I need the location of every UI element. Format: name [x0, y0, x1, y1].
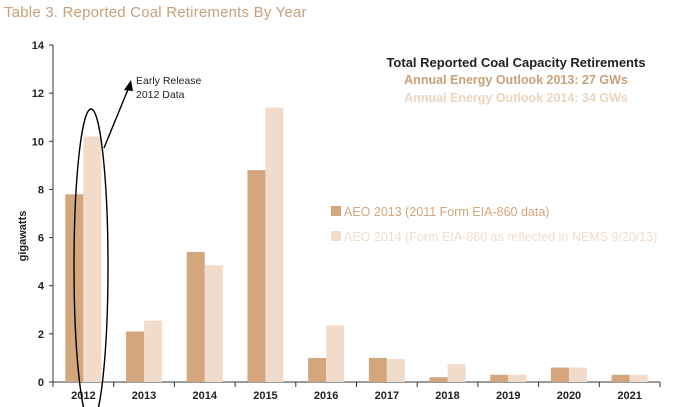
bars — [65, 107, 648, 382]
page-title: Table 3. Reported Coal Retirements By Ye… — [4, 4, 307, 21]
x-tick-label: 2017 — [375, 390, 399, 402]
bar-aeo2013-2020 — [550, 367, 569, 382]
bar-aeo2013-2021 — [611, 374, 630, 382]
x-tick-label: 2014 — [193, 390, 218, 402]
bar-aeo2013-2018 — [429, 377, 448, 382]
x-tick-label: 2015 — [253, 390, 277, 402]
annotation-arrowhead — [124, 80, 133, 91]
x-tick-label: 2018 — [435, 390, 459, 402]
annotation-arrow — [103, 86, 130, 149]
bar-aeo2014-2019 — [508, 374, 527, 382]
highlight-ellipse — [73, 108, 109, 407]
annotation-line-2: 2012 Data — [136, 89, 185, 101]
x-axis: 2012 2013 2014 2015 2016 2017 2018 2019 2020 2021 — [52, 381, 661, 402]
y-axis-label: gigawatts — [17, 211, 29, 262]
y-tick-label: 6 — [38, 233, 44, 245]
legend-label-aeo2014: AEO 2014 (Form EIA-860 as reflected in N… — [344, 230, 657, 244]
x-tick-label: 2019 — [496, 390, 520, 402]
legend-swatch-aeo2014 — [331, 231, 341, 241]
bar-aeo2014-2017 — [386, 359, 405, 382]
bar-aeo2013-2016 — [308, 357, 327, 382]
bar-aeo2014-2013 — [144, 320, 163, 382]
bar-aeo2014-2012 — [83, 136, 102, 382]
y-tick-label: 0 — [38, 377, 44, 389]
bar-aeo2014-2020 — [568, 367, 587, 382]
y-tick-label: 8 — [38, 184, 44, 196]
bar-aeo2013-2019 — [490, 374, 509, 382]
summary-aeo2013: Annual Energy Outlook 2013: 27 GWs — [404, 73, 628, 87]
x-tick-label: 2013 — [132, 390, 156, 402]
y-tick-label: 2 — [38, 329, 44, 341]
legend-label-aeo2013: AEO 2013 (2011 Form EIA-860 data) — [344, 205, 549, 219]
bar-aeo2013-2014 — [186, 252, 205, 382]
bar-aeo2013-2017 — [368, 357, 387, 382]
bar-aeo2013-2015 — [247, 170, 266, 382]
bar-aeo2014-2018 — [447, 363, 466, 382]
bar-aeo2014-2016 — [326, 325, 345, 382]
bar-aeo2014-2021 — [629, 374, 648, 382]
y-tick-label: 12 — [32, 88, 44, 100]
x-tick-label: 2012 — [71, 390, 95, 402]
x-tick-label: 2021 — [617, 390, 641, 402]
legend-swatch-aeo2013 — [331, 206, 341, 216]
y-axis: 0 2 4 6 8 10 12 14 — [32, 40, 54, 389]
summary-title: Total Reported Coal Capacity Retirements — [386, 55, 645, 70]
summary-aeo2014: Annual Energy Outlook 2014: 34 GWs — [404, 91, 628, 105]
y-tick-label: 4 — [38, 281, 45, 293]
bar-aeo2013-2013 — [126, 331, 145, 382]
annotation-line-1: Early Release — [136, 75, 202, 87]
x-tick-label: 2016 — [314, 390, 338, 402]
legend: AEO 2013 (2011 Form EIA-860 data) AEO 20… — [331, 205, 657, 244]
x-tick-label: 2020 — [557, 390, 581, 402]
bar-aeo2014-2015 — [265, 107, 284, 382]
bar-aeo2014-2014 — [204, 265, 223, 382]
y-tick-label: 14 — [32, 40, 45, 52]
y-tick-label: 10 — [32, 136, 44, 148]
